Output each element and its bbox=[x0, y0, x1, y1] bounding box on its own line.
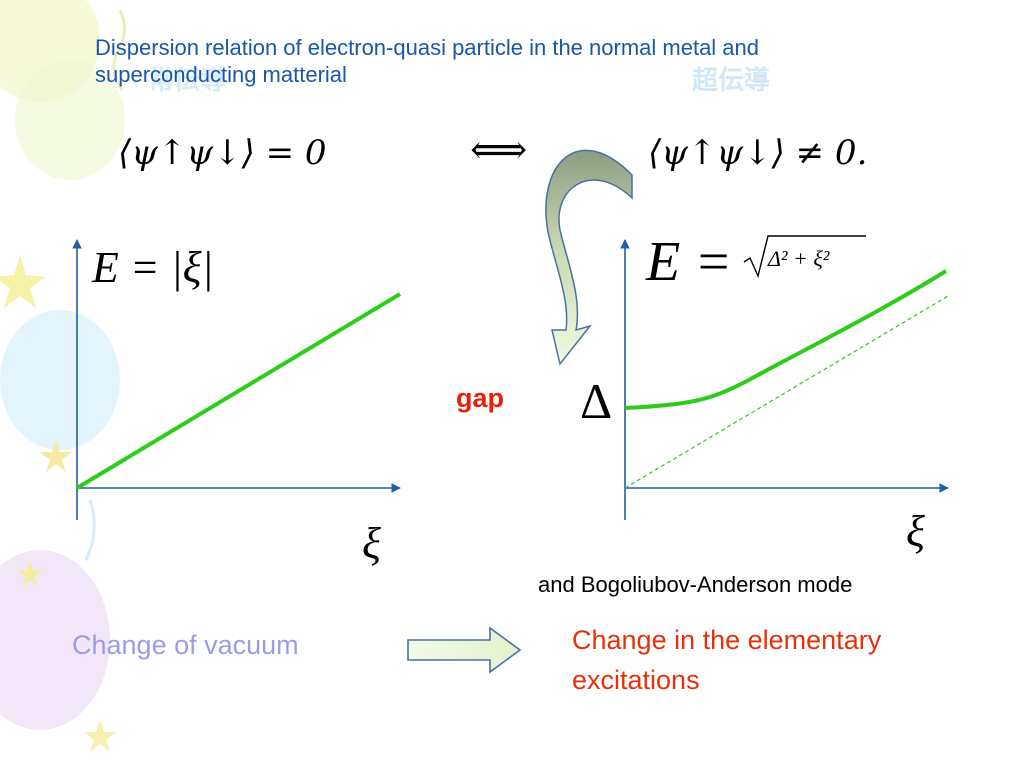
watermark-superconducting: 超伝導 bbox=[692, 65, 771, 95]
star-decoration bbox=[0, 255, 46, 308]
left-xi-label: ξ bbox=[362, 519, 381, 568]
vacuum-super-equation: ⟨ψ↑ψ↓⟩ ≠ 0. bbox=[648, 133, 867, 173]
gap-label: gap bbox=[456, 383, 505, 413]
watermark-normal: 常伝導 bbox=[148, 65, 227, 95]
balloon-decoration bbox=[0, 550, 110, 730]
balloon-decoration bbox=[15, 60, 125, 180]
superconducting-dispersion-curve bbox=[624, 269, 948, 410]
change-in-excitations-label: Change in the elementary excitations bbox=[572, 625, 882, 695]
vacuum-normal-equation: ⟨ψ↑ψ↓⟩ = 0 bbox=[118, 133, 327, 173]
ribbon-decoration bbox=[84, 499, 96, 561]
sqrt-symbol bbox=[743, 235, 866, 279]
asymptote-dashed-line bbox=[624, 295, 949, 489]
change-arrow bbox=[407, 626, 522, 674]
balloon-decoration bbox=[0, 310, 120, 450]
bogoliubov-note: and Bogoliubov-Anderson mode bbox=[538, 572, 853, 597]
change-of-vacuum-label: Change of vacuum bbox=[72, 630, 299, 660]
delta-label: Δ bbox=[580, 373, 612, 429]
normal-dispersion-formula: E = |ξ| bbox=[91, 243, 214, 292]
curved-transition-arrow bbox=[545, 149, 633, 366]
star-decoration bbox=[17, 560, 43, 586]
slide-title: Dispersion relation of electron-quasi pa… bbox=[95, 35, 760, 87]
super-dispersion-E: E = bbox=[645, 231, 732, 293]
equivalence-arrow: ⟺ bbox=[470, 127, 527, 173]
star-decoration bbox=[84, 720, 116, 752]
star-decoration bbox=[40, 440, 72, 472]
super-dispersion-radicand: Δ² + ξ² bbox=[767, 246, 830, 271]
right-xi-label: ξ bbox=[906, 507, 925, 556]
normal-dispersion-line bbox=[75, 292, 402, 490]
ribbon-decoration bbox=[112, 9, 126, 91]
